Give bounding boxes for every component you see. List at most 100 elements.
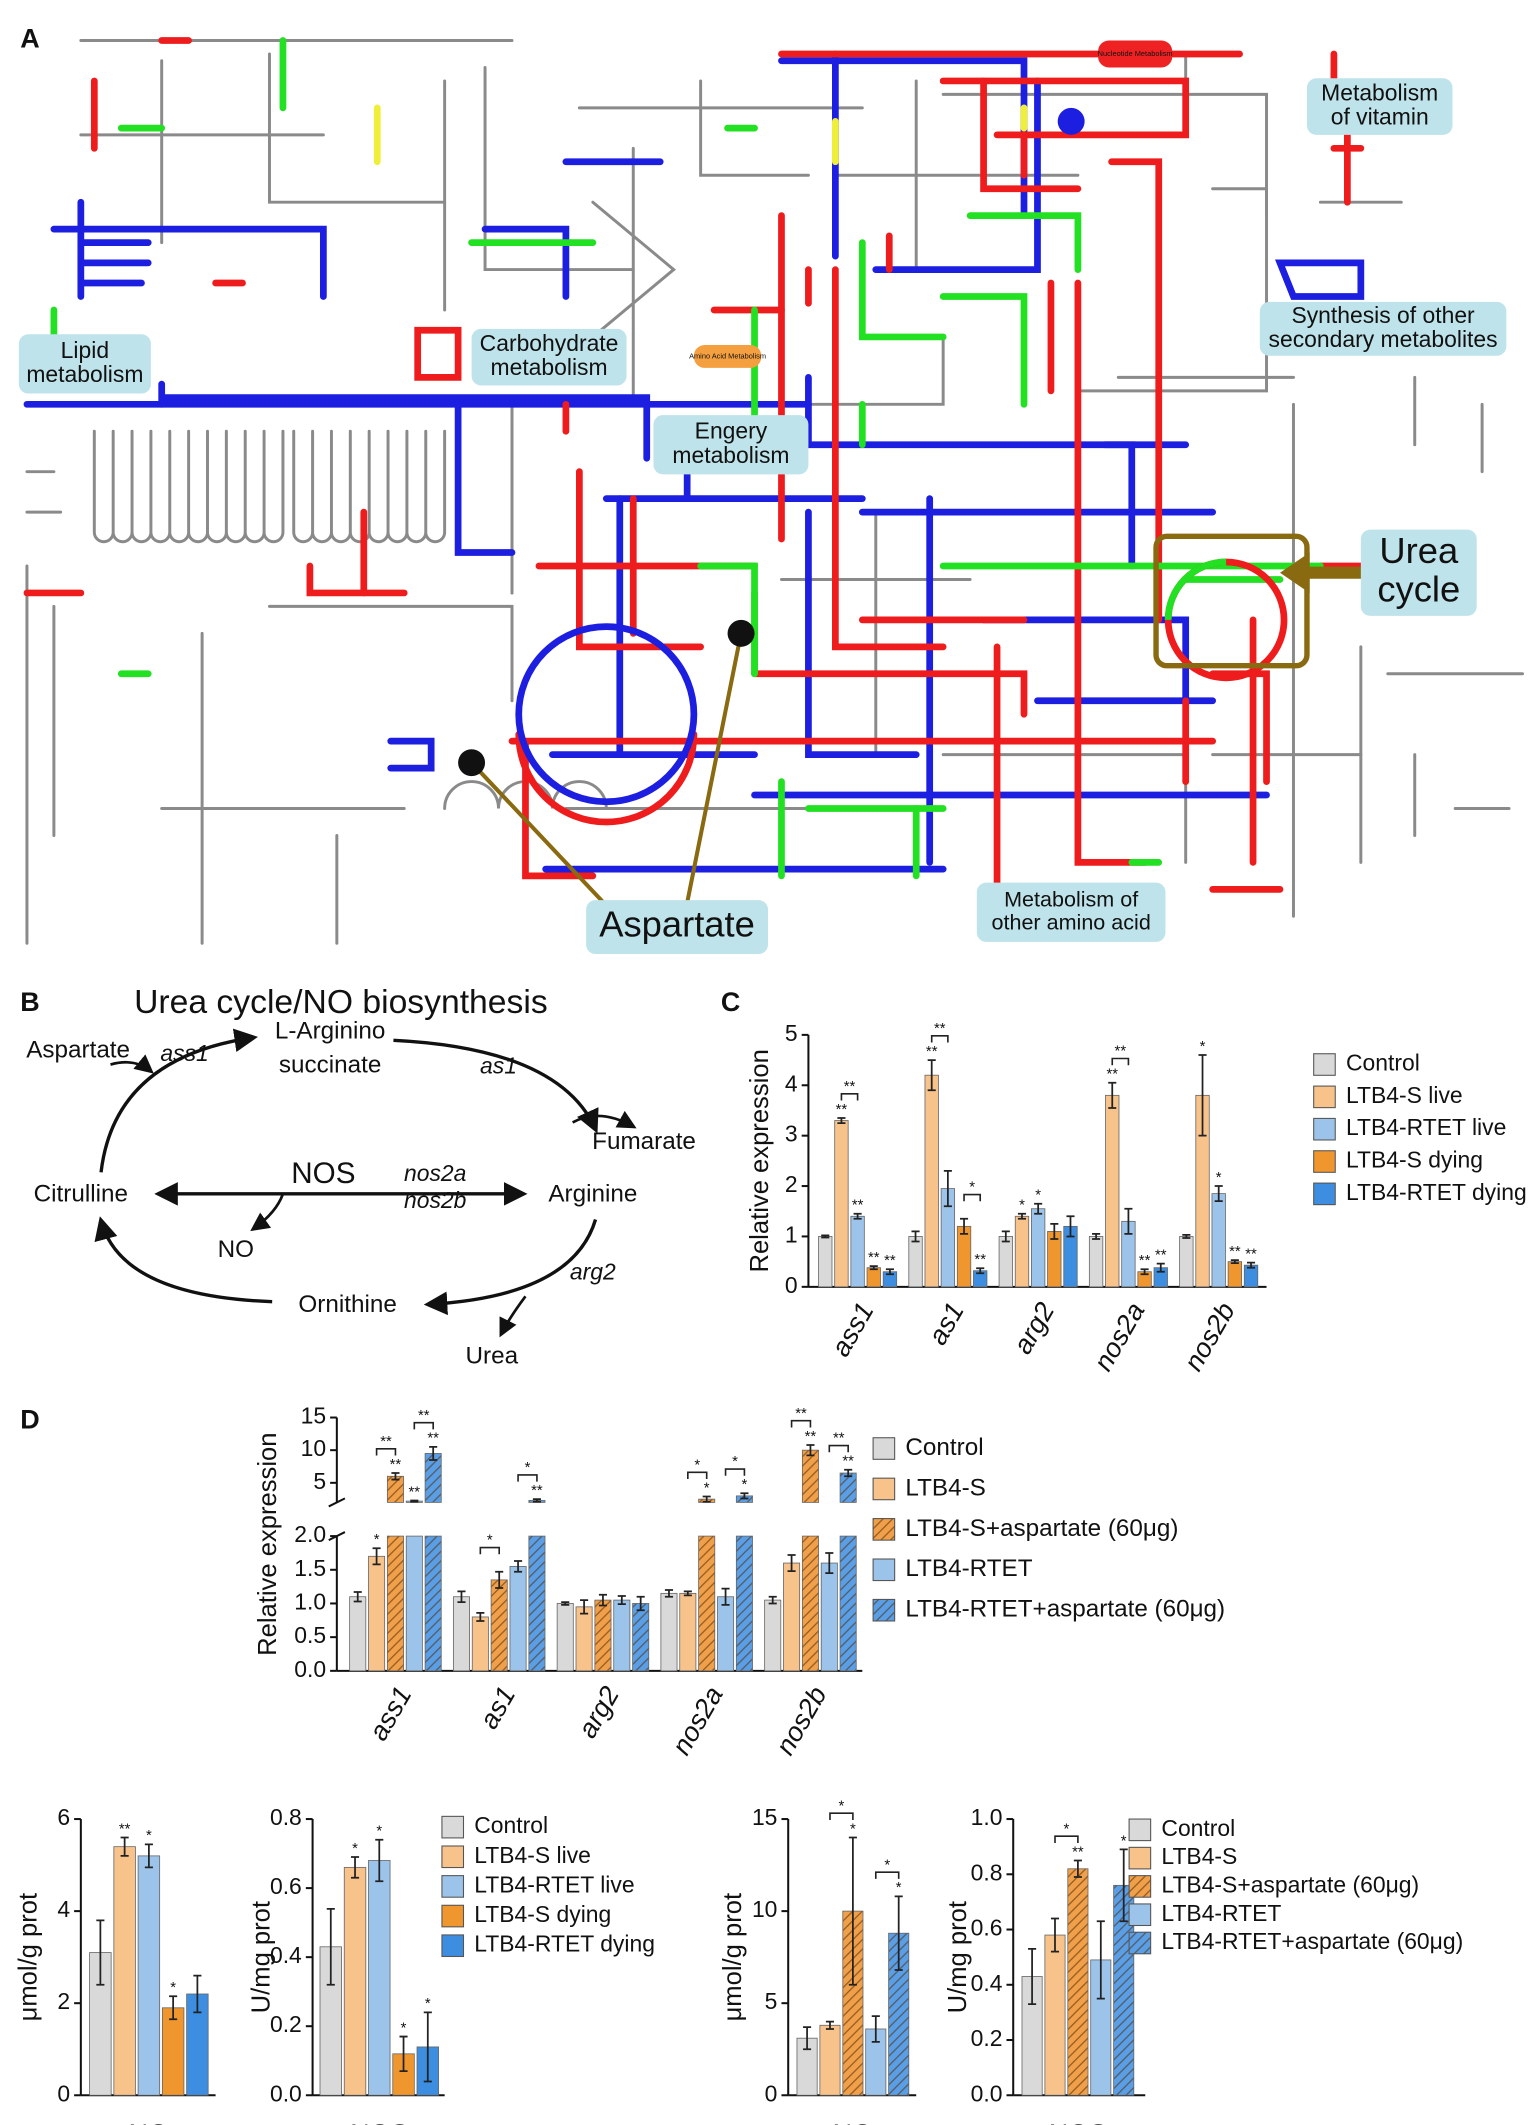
y-tick-label: 0.0	[971, 2080, 1003, 2106]
significance: *	[850, 1821, 856, 1837]
y-axis-label: Relative expression	[254, 1433, 282, 1656]
error-bar	[825, 2020, 835, 2030]
significance: *	[376, 1824, 382, 1840]
x-tick-label: nos2a	[666, 1681, 729, 1760]
bar	[1105, 1094, 1120, 1288]
significance: **	[531, 1483, 543, 1499]
bracket	[963, 1193, 982, 1202]
pointer	[470, 761, 608, 907]
significance: **	[926, 1044, 938, 1060]
map-label: metabolism	[672, 442, 789, 468]
legend-label: LTB4-RTET dying	[474, 1931, 655, 1957]
significance: **	[1245, 1246, 1257, 1262]
y-tick-label: 0.8	[971, 1859, 1003, 1885]
x-tick-label: arg2	[572, 1681, 625, 1743]
bracket	[1111, 1057, 1130, 1066]
bracket	[375, 1447, 397, 1456]
bracket	[413, 1421, 434, 1430]
arrow	[94, 1216, 273, 1304]
pathway-line	[1076, 187, 1269, 393]
significance: **	[427, 1431, 439, 1447]
legend-label: LTB4-S+aspartate (60μg)	[1161, 1871, 1419, 1897]
bracket	[840, 1092, 859, 1101]
legend-label: LTB4-RTET	[1161, 1900, 1281, 1926]
error-bar	[1124, 1207, 1133, 1235]
legend-label: Control	[474, 1812, 548, 1838]
pathway-line	[858, 239, 947, 341]
y-tick-label: 1.5	[294, 1555, 326, 1581]
panel-label: C	[721, 987, 740, 1017]
map-label: Metabolism	[1321, 80, 1438, 106]
map-label: other amino acid	[992, 909, 1151, 934]
y-tick-label: 1.0	[294, 1589, 326, 1615]
legend-swatch	[872, 1518, 896, 1541]
error-bar	[410, 1499, 419, 1503]
legend-swatch	[1128, 1875, 1152, 1898]
significance: **	[1072, 1844, 1084, 1860]
bar	[528, 1535, 546, 1672]
pathway-line	[939, 293, 1028, 408]
significance: *	[425, 1996, 431, 2012]
legend-swatch	[441, 1875, 465, 1898]
y-tick-label: 0	[785, 1272, 798, 1298]
bar	[405, 1535, 423, 1672]
y-tick-label: 1.0	[971, 1804, 1003, 1830]
pathway-line	[1209, 670, 1270, 785]
legend-swatch	[1313, 1182, 1336, 1206]
x-tick-label: NOS	[1049, 2119, 1107, 2125]
error-bar	[353, 1591, 362, 1603]
error-bar	[894, 1895, 903, 1971]
label-box	[586, 900, 768, 955]
pathway-line	[832, 266, 947, 651]
bar	[1044, 1934, 1066, 2096]
significance: *	[704, 1480, 710, 1496]
error-bar	[853, 1212, 862, 1220]
legend-swatch	[872, 1437, 896, 1460]
error-bar	[1050, 1222, 1059, 1240]
error-bar	[372, 1547, 381, 1566]
pathway-line	[50, 225, 327, 300]
x-tick-label: NO	[833, 2119, 873, 2125]
bar	[1067, 1868, 1089, 2096]
x-tick-label: as1	[474, 1681, 522, 1734]
y-axis-label: U/mg prot	[248, 1901, 276, 2013]
pathway-line	[980, 77, 1082, 193]
y-tick-label: 4	[57, 1896, 70, 1922]
bracket-label: *	[969, 1180, 975, 1196]
x-tick-label: ass1	[825, 1297, 879, 1361]
legend-swatch	[441, 1904, 465, 1928]
x-tick-label: nos2a	[1088, 1297, 1151, 1376]
y-axis-label: μmol/g prot	[14, 1893, 42, 2022]
error-bar	[1017, 1212, 1027, 1220]
error-bar	[457, 1590, 466, 1603]
panel-label: B	[20, 987, 39, 1017]
label-box	[471, 328, 627, 386]
error-bar	[1198, 1054, 1207, 1137]
map-label: metabolism	[26, 361, 143, 387]
y-tick-label: 0.4	[971, 1970, 1003, 1996]
metabolite: Aspartate	[26, 1036, 130, 1063]
bracket	[790, 1419, 812, 1428]
bar	[113, 1846, 136, 2096]
error-bar	[1034, 1202, 1043, 1215]
y-tick-label: 0.6	[270, 1873, 302, 1899]
legend-swatch	[1128, 1818, 1152, 1842]
bar	[679, 1592, 697, 1672]
significance: **	[974, 1252, 986, 1268]
legend-label: LTB4-RTET live	[1346, 1114, 1506, 1140]
error-bar	[350, 1856, 360, 1879]
metabolite: succinate	[279, 1051, 381, 1078]
tag	[693, 345, 762, 368]
enzyme: arg2	[570, 1258, 616, 1284]
y-tick-label: 2	[57, 1988, 70, 2014]
bar	[1227, 1261, 1243, 1288]
bar	[575, 1606, 593, 1672]
bracket	[1054, 1835, 1079, 1843]
significance: *	[401, 2020, 407, 2036]
bracket	[930, 1035, 949, 1043]
pathway-line	[872, 77, 1041, 273]
legend-label: LTB4-RTET+aspartate (60μg)	[1161, 1928, 1463, 1954]
bar	[834, 1120, 849, 1288]
bracket-label: **	[1115, 1044, 1127, 1060]
